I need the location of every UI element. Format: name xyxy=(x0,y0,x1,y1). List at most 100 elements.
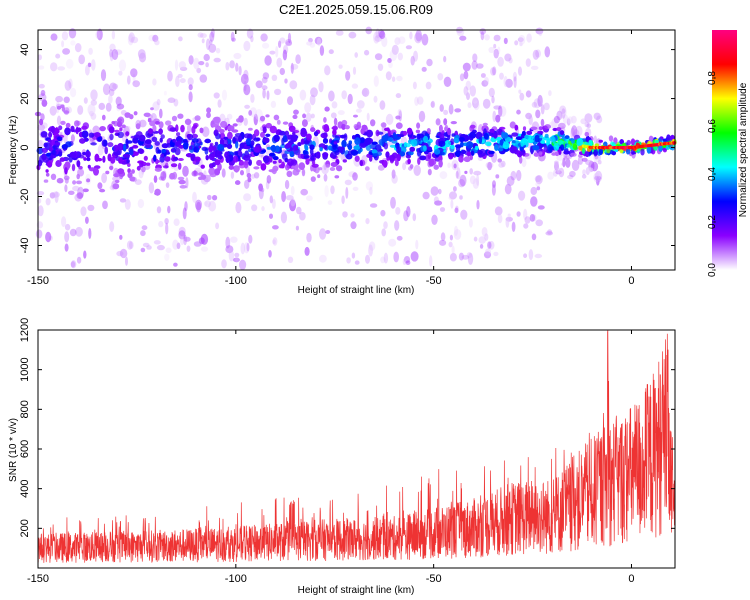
heatmap-cell xyxy=(525,58,531,67)
heatmap-cell xyxy=(338,146,345,151)
heatmap-cell xyxy=(608,135,614,142)
snr-y-ticks: 200 400 600 800 1000 1200 xyxy=(19,318,675,538)
heatmap-cell xyxy=(290,185,295,196)
heatmap-cell xyxy=(450,121,457,125)
heatmap-cell xyxy=(518,190,526,201)
heatmap-cell xyxy=(504,183,512,195)
heatmap-cell xyxy=(534,175,542,183)
heatmap-cell xyxy=(228,250,235,262)
heatmap-cell xyxy=(186,134,192,138)
heatmap-cell xyxy=(443,109,449,116)
heatmap-cell xyxy=(45,198,51,206)
heatmap-cell xyxy=(167,205,171,214)
heatmap-cell xyxy=(193,142,201,147)
heatmap-cell xyxy=(165,247,172,254)
heatmap-cell xyxy=(134,179,142,186)
heatmap-cell xyxy=(205,38,211,51)
heatmap-cell xyxy=(511,132,519,137)
heatmap-cell xyxy=(531,233,537,241)
heatmap-cell xyxy=(448,153,454,160)
heatmap-cell xyxy=(268,169,275,173)
heatmap-cell xyxy=(123,143,127,152)
heatmap-cell xyxy=(173,218,180,226)
heatmap-cell xyxy=(156,98,161,106)
heatmap-cell xyxy=(304,145,309,151)
heatmap-cell xyxy=(649,136,654,141)
heatmap-cell xyxy=(341,139,347,148)
heatmap-cell xyxy=(297,153,305,159)
heatmap-cell xyxy=(196,67,202,74)
y-tick-label: 0 xyxy=(19,144,31,150)
heatmap-cell xyxy=(100,69,107,81)
heatmap-cell xyxy=(383,142,389,150)
heatmap-cell xyxy=(183,139,188,143)
heatmap-cell xyxy=(443,76,452,88)
heatmap-cell xyxy=(534,134,540,143)
heatmap-cell xyxy=(448,104,454,115)
heatmap-cell xyxy=(230,171,235,179)
heatmap-cell xyxy=(474,145,479,150)
heatmap-cell xyxy=(369,186,373,195)
heatmap-cell xyxy=(262,149,266,153)
heatmap-cell xyxy=(377,164,385,171)
heatmap-cell xyxy=(403,210,409,222)
x-tick-label: -150 xyxy=(27,275,49,287)
heatmap-cell xyxy=(461,149,466,154)
heatmap-cell xyxy=(200,164,205,169)
heatmap-cell xyxy=(366,112,370,121)
heatmap-cell xyxy=(596,176,600,186)
heatmap-cell xyxy=(503,37,508,45)
heatmap-cell xyxy=(478,136,483,144)
heatmap-cell xyxy=(273,134,280,142)
heatmap-cell xyxy=(273,114,280,121)
heatmap-cell xyxy=(204,200,211,208)
heatmap-cell xyxy=(316,37,322,47)
heatmap-cell xyxy=(532,145,540,151)
heatmap-cell xyxy=(109,127,115,133)
heatmap-cell xyxy=(50,62,58,72)
heatmap-cell xyxy=(111,49,119,60)
heatmap-cell xyxy=(438,159,443,168)
heatmap-cell xyxy=(82,151,86,156)
heatmap-cell xyxy=(458,252,464,261)
heatmap-cell xyxy=(431,214,438,225)
heatmap-cell xyxy=(212,123,218,128)
heatmap-cell xyxy=(243,145,251,150)
heatmap-cell xyxy=(561,162,568,167)
heatmap-cell xyxy=(528,249,534,261)
heatmap-cell xyxy=(430,100,436,108)
heatmap-cell xyxy=(161,143,169,149)
heatmap-cell xyxy=(509,146,517,154)
heatmap-cell xyxy=(246,173,252,178)
heatmap-cell xyxy=(334,175,340,179)
heatmap-cell xyxy=(513,76,517,89)
heatmap-cell xyxy=(413,164,421,176)
heatmap-cell xyxy=(293,109,299,115)
heatmap-cell xyxy=(540,118,545,127)
heatmap-cell xyxy=(514,40,519,46)
heatmap-cell xyxy=(502,141,510,150)
heatmap-cell xyxy=(352,186,359,191)
heatmap-cell xyxy=(213,92,220,99)
heatmap-cell xyxy=(221,89,228,101)
heatmap-cell xyxy=(482,122,488,126)
heatmap-cell xyxy=(148,182,155,194)
x-tick-label: -150 xyxy=(27,573,49,585)
heatmap-cell xyxy=(399,151,405,157)
heatmap-cell xyxy=(141,225,148,231)
heatmap-cell xyxy=(488,46,495,54)
heatmap-cell xyxy=(70,134,75,143)
heatmap-cell xyxy=(434,148,441,155)
heatmap-cell xyxy=(364,166,370,171)
heatmap-cell xyxy=(62,48,71,55)
heatmap-cell xyxy=(354,260,360,265)
heatmap-cell xyxy=(127,168,131,174)
heatmap-cell xyxy=(200,174,207,180)
heatmap-cell xyxy=(99,188,106,193)
heatmap-cell xyxy=(165,120,172,126)
heatmap-cell xyxy=(164,253,170,261)
heatmap-cell xyxy=(208,145,213,153)
heatmap-cell xyxy=(506,176,515,186)
heatmap-cell xyxy=(394,37,401,45)
heatmap-cell xyxy=(45,172,50,177)
